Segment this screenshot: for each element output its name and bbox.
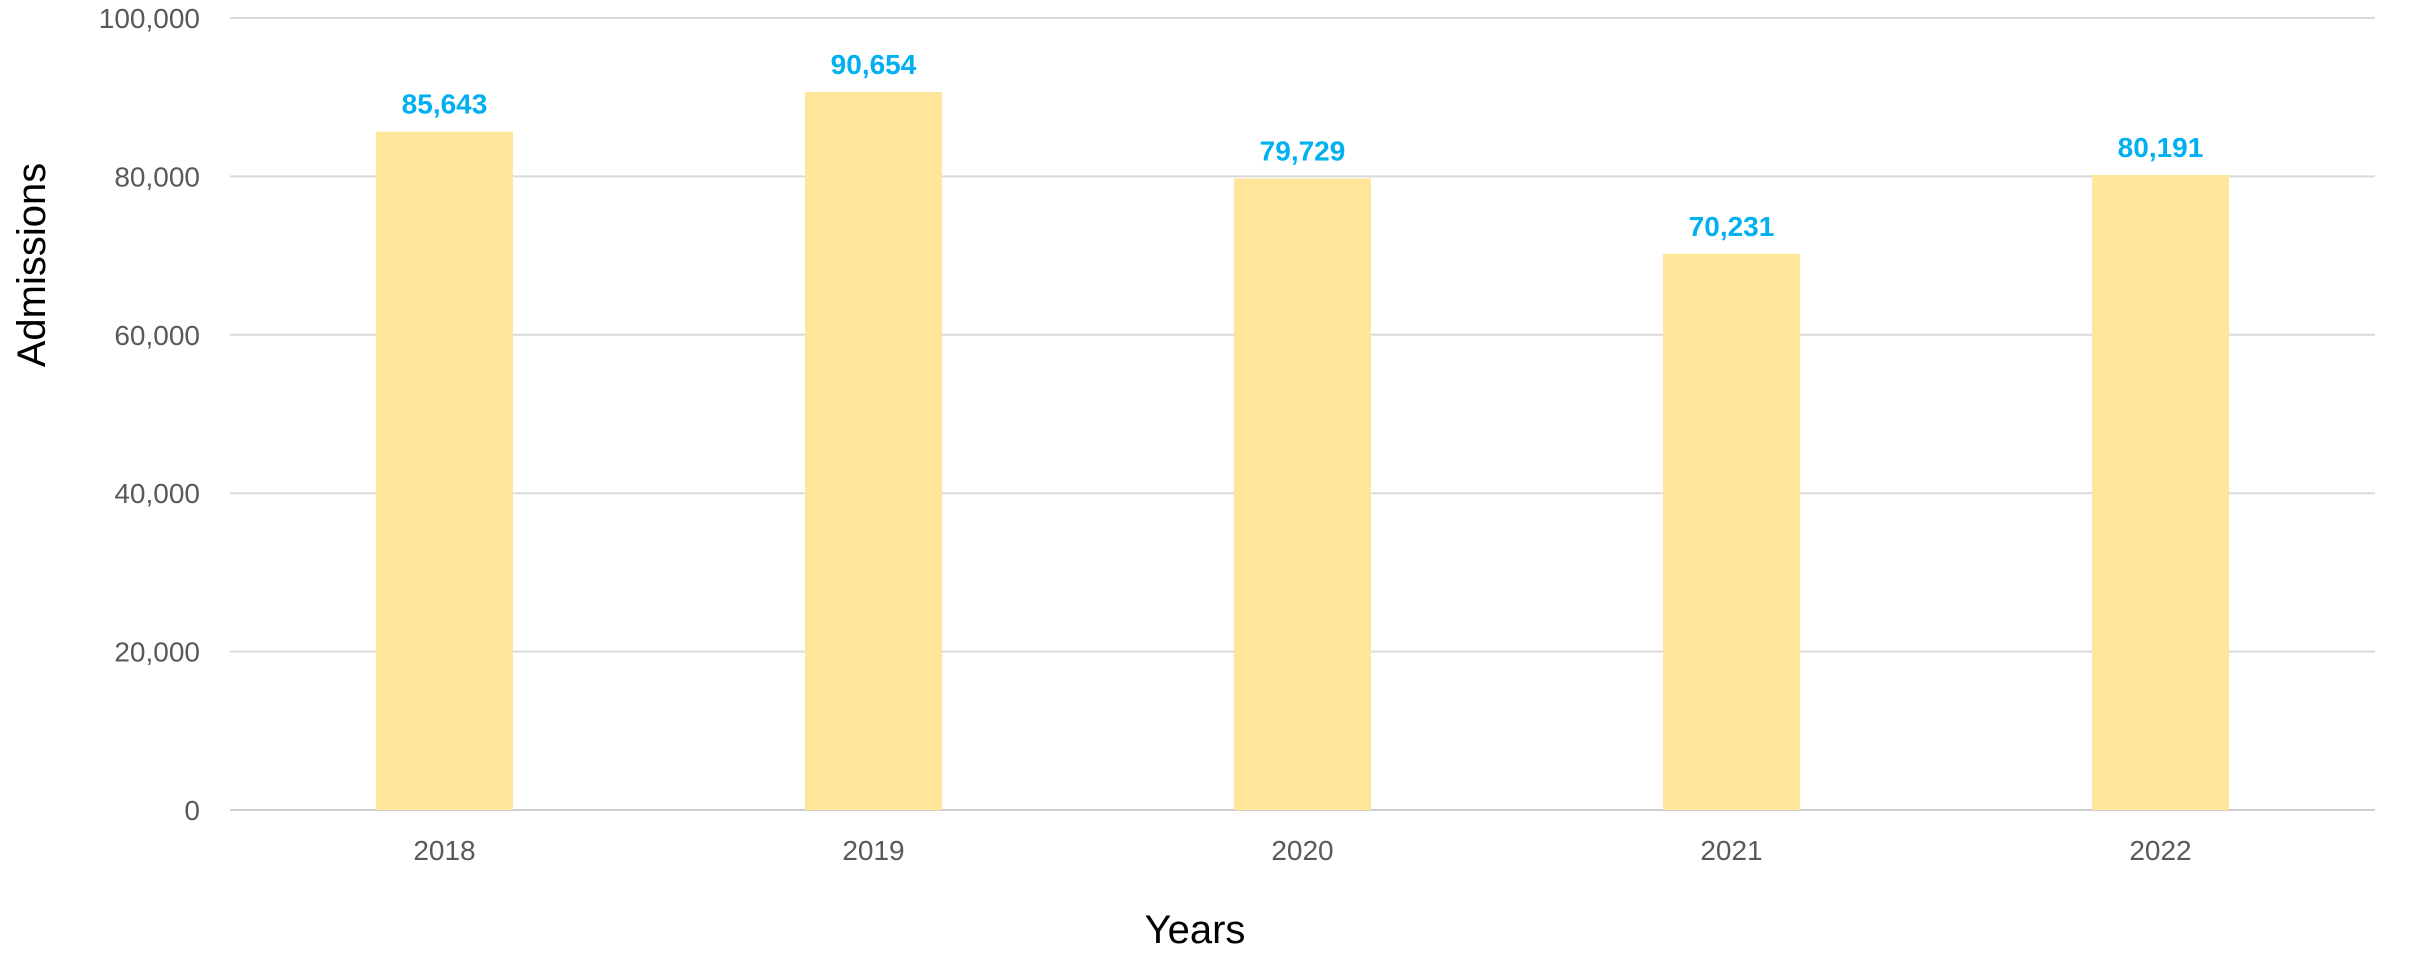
x-tick-label-2019: 2019	[842, 835, 904, 866]
bar-2018	[376, 131, 513, 810]
data-label-2018: 85,643	[402, 89, 488, 120]
x-axis-title: Years	[1145, 908, 1246, 952]
data-label-2022: 80,191	[2118, 132, 2204, 163]
y-axis-ticks: 0 20,000 40,000 60,000 80,000 100,000	[99, 3, 200, 826]
data-label-2021: 70,231	[1689, 211, 1775, 242]
bar-2020	[1234, 178, 1371, 810]
y-tick-label: 0	[184, 795, 200, 826]
y-tick-label: 100,000	[99, 3, 200, 34]
x-tick-label-2022: 2022	[2129, 835, 2191, 866]
x-tick-label-2018: 2018	[413, 835, 475, 866]
bar-2021	[1663, 253, 1800, 810]
y-tick-label: 80,000	[114, 161, 200, 192]
bar-2019	[805, 92, 942, 810]
data-label-2020: 79,729	[1260, 136, 1346, 167]
x-tick-label-2021: 2021	[1700, 835, 1762, 866]
bar-2022	[2092, 174, 2229, 811]
y-axis-title: Admissions	[10, 163, 54, 368]
bars	[376, 92, 2229, 811]
data-labels: 85,643 90,654 79,729 70,231 80,191	[402, 49, 2204, 242]
data-label-2019: 90,654	[831, 49, 917, 80]
y-tick-label: 40,000	[114, 478, 200, 509]
x-tick-label-2020: 2020	[1271, 835, 1333, 866]
x-axis-ticks: 2018 2019 2020 2021 2022	[413, 835, 2191, 866]
y-tick-label: 20,000	[114, 637, 200, 668]
y-tick-label: 60,000	[114, 320, 200, 351]
